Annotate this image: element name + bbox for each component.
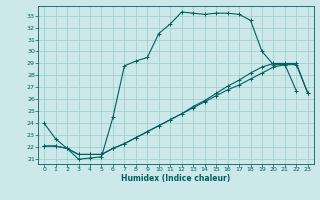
X-axis label: Humidex (Indice chaleur): Humidex (Indice chaleur) [121, 174, 231, 183]
